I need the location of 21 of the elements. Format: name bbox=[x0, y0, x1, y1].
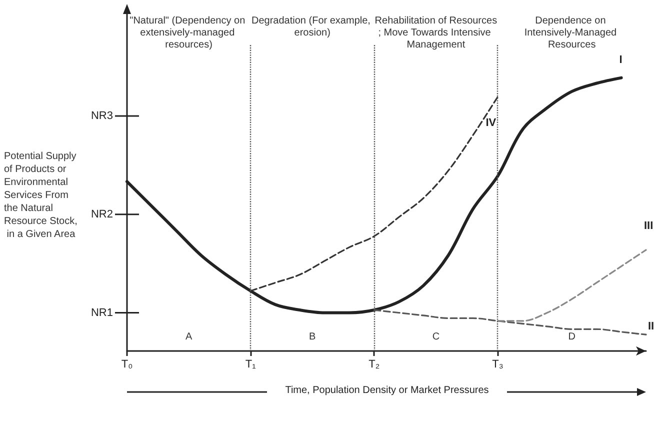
x-tick-label: T₁ bbox=[245, 358, 256, 370]
ref-line-label: NR1 bbox=[90, 306, 113, 319]
ref-line-label: NR3 bbox=[90, 110, 113, 122]
series-label: I bbox=[619, 54, 622, 66]
annotation: D bbox=[568, 332, 576, 342]
series-label: III bbox=[644, 220, 654, 232]
text: Dependence on Intensively-Managed Resources bbox=[524, 16, 620, 50]
text: "Natural" (Dependency on extensively-managed resources) bbox=[130, 16, 248, 50]
annotation: A bbox=[185, 332, 192, 342]
x-tick-label: T₃ bbox=[492, 358, 504, 370]
series-label: II bbox=[648, 320, 654, 333]
x-tick-label: T₀ bbox=[121, 358, 133, 370]
x-axis-title: Time, Population Density or Market Pressures bbox=[285, 385, 489, 396]
ref-line-label: NR2 bbox=[90, 208, 113, 220]
annotation: C bbox=[432, 332, 440, 342]
series-label: IV bbox=[486, 116, 497, 129]
text: Rehabilitation of Resources; Move Towards Intensive Management bbox=[374, 16, 498, 50]
y-axis-title: Potential Supply of Products or Environmental Services From the Natural Resource Stock, in a Given Area bbox=[4, 151, 80, 240]
text: Degradation (For example, erosion) bbox=[251, 16, 374, 38]
annotation: B bbox=[309, 332, 316, 342]
x-tick-label: T₂ bbox=[368, 358, 380, 370]
